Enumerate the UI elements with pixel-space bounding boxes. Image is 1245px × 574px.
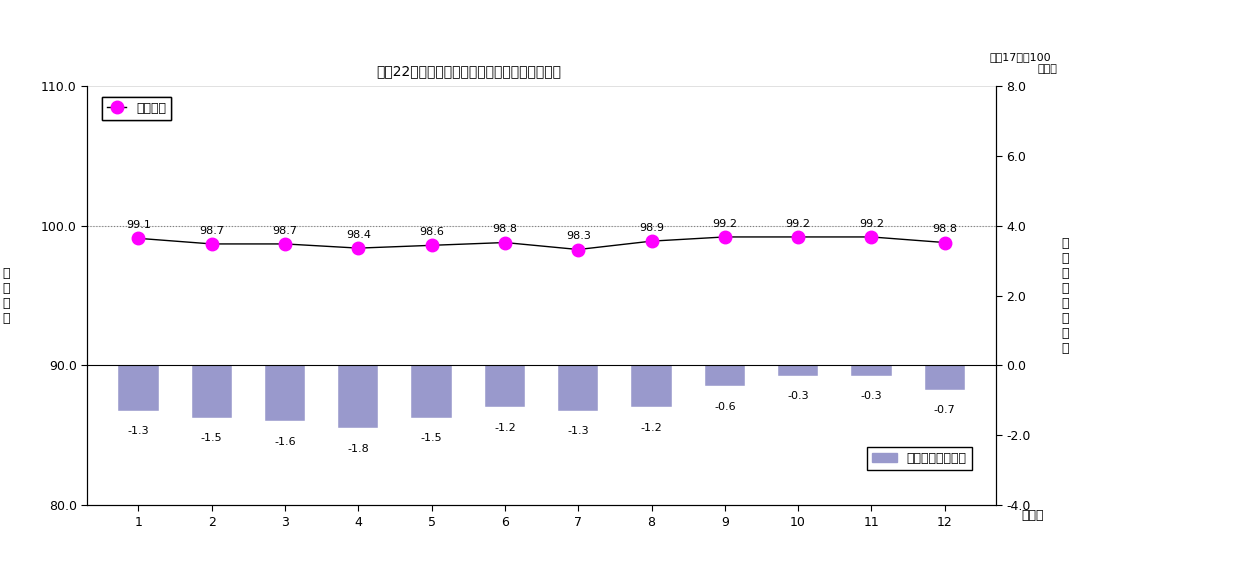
Bar [412, 366, 452, 418]
Text: -1.5: -1.5 [200, 433, 223, 443]
Text: -1.8: -1.8 [347, 444, 370, 453]
Bar [925, 366, 965, 390]
Legend: 総合指数: 総合指数 [102, 96, 172, 119]
Text: 98.8: 98.8 [493, 224, 518, 234]
Text: 98.7: 98.7 [199, 226, 224, 235]
Text: -1.3: -1.3 [128, 426, 149, 436]
Bar [484, 366, 525, 408]
Text: （月）: （月） [1021, 510, 1043, 522]
Bar [705, 366, 745, 386]
Text: -0.3: -0.3 [787, 391, 809, 401]
Text: 99.2: 99.2 [786, 219, 810, 228]
Bar [778, 366, 818, 376]
Y-axis label: 総
合
指
数: 総 合 指 数 [2, 266, 10, 325]
Text: -1.3: -1.3 [568, 426, 589, 436]
Text: （％）: （％） [1037, 64, 1057, 73]
Text: 99.1: 99.1 [126, 220, 151, 230]
Text: 98.6: 98.6 [420, 227, 444, 237]
Bar [558, 366, 599, 411]
Text: 平成17年＝100: 平成17年＝100 [990, 52, 1051, 62]
Text: -1.2: -1.2 [641, 422, 662, 433]
Text: 98.4: 98.4 [346, 230, 371, 240]
Bar [192, 366, 232, 418]
Text: -0.7: -0.7 [934, 405, 956, 415]
Text: 98.7: 98.7 [273, 226, 298, 235]
Bar [118, 366, 158, 411]
Text: 98.8: 98.8 [933, 224, 957, 234]
Text: -1.2: -1.2 [494, 422, 515, 433]
Text: 98.9: 98.9 [639, 223, 664, 233]
Y-axis label: 対
前
年
同
月
上
昇
率: 対 前 年 同 月 上 昇 率 [1062, 236, 1069, 355]
Bar [339, 366, 378, 428]
Text: 99.2: 99.2 [712, 219, 737, 228]
Bar [631, 366, 671, 408]
Legend: 対前年同月上昇率: 対前年同月上昇率 [867, 447, 971, 470]
Bar [852, 366, 891, 376]
Text: 99.2: 99.2 [859, 219, 884, 228]
Title: 平成22年鳥取市総合指数及び対前年同月上昇率: 平成22年鳥取市総合指数及び対前年同月上昇率 [376, 64, 561, 78]
Text: -0.6: -0.6 [713, 402, 736, 412]
Text: 98.3: 98.3 [565, 231, 590, 241]
Text: -1.6: -1.6 [274, 437, 296, 447]
Bar [265, 366, 305, 421]
Text: -0.3: -0.3 [860, 391, 883, 401]
Text: -1.5: -1.5 [421, 433, 442, 443]
